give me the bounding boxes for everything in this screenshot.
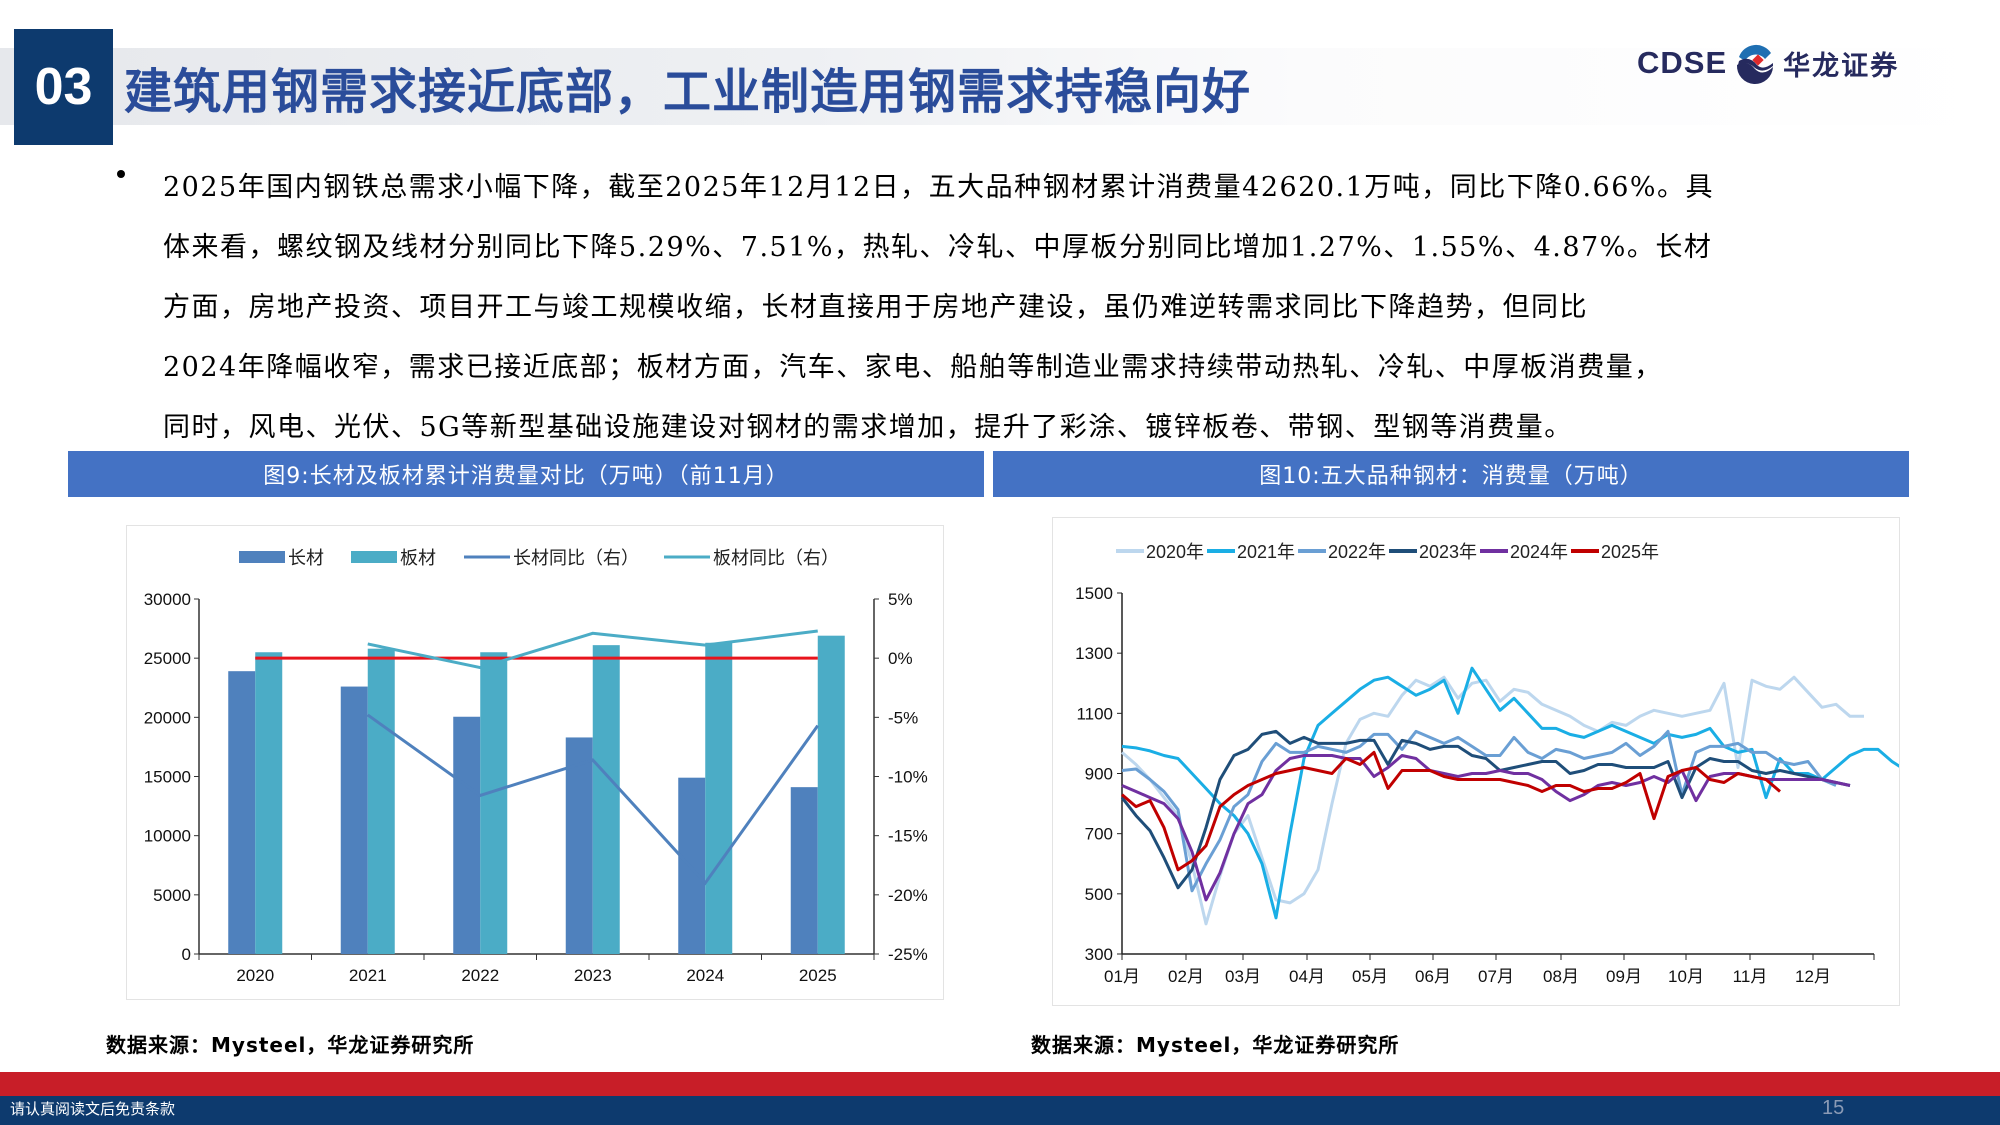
- bar-flat: [817, 635, 845, 954]
- y-tick-label: 0: [182, 945, 191, 964]
- bar-flat: [705, 642, 733, 954]
- fig9-source: 数据来源：Mysteel，华龙证券研究所: [106, 1033, 475, 1057]
- fig9-header: 图9:长材及板材累计消费量对比（万吨）（前11月）: [68, 451, 984, 497]
- legend-label: 长材同比（右）: [513, 548, 639, 568]
- bar-flat: [367, 648, 395, 954]
- bullet-line: 2024年降幅收窄，需求已接近底部；板材方面，汽车、家电、船舶等制造业需求持续带…: [163, 352, 1663, 383]
- x-tick-label: 02月: [1168, 967, 1204, 986]
- y-tick-label: 15000: [144, 768, 191, 787]
- y2-tick-label: -5%: [888, 708, 918, 727]
- bullet-line: 体来看，螺纹钢及线材分别同比下降5.29%、7.51%，热轧、冷轧、中厚板分别同…: [163, 232, 1713, 263]
- legend-label: 2025年: [1601, 542, 1659, 562]
- title-band: [0, 48, 2000, 125]
- legend-label: 长材: [288, 548, 324, 568]
- legend-swatch: [239, 551, 285, 563]
- x-tick-label: 06月: [1415, 967, 1451, 986]
- y2-tick-label: -20%: [888, 886, 928, 905]
- bullet-line: 2025年国内钢铁总需求小幅下降，截至2025年12月12日，五大品种钢材累计消…: [163, 172, 1715, 203]
- bar-flat: [592, 645, 620, 954]
- legend-label: 2020年: [1146, 542, 1204, 562]
- legend-label: 2021年: [1237, 542, 1295, 562]
- fig9-svg: 长材 板材 长材同比（右） 板材同比（右） 0 5000 10000 15000 20000 25…: [144, 548, 928, 985]
- x-tick-label: 04月: [1289, 967, 1325, 986]
- y-tick-label: 5000: [153, 886, 191, 905]
- bar-long: [228, 671, 256, 954]
- x-tick-label: 05月: [1352, 967, 1388, 986]
- fig9-chart: 长材 板材 长材同比（右） 板材同比（右） 0 5000 10000 15000 20000 25…: [126, 525, 944, 1000]
- footer-blue-band: [0, 1096, 2000, 1125]
- legend-label: 2023年: [1419, 542, 1477, 562]
- bar-flat: [255, 652, 283, 954]
- fig10-source: 数据来源：Mysteel，华龙证券研究所: [1031, 1033, 1400, 1057]
- bullet-icon: [117, 170, 125, 178]
- y2-tick-label: -25%: [888, 945, 928, 964]
- fig10-header: 图10:五大品种钢材：消费量（万吨）: [993, 451, 1909, 497]
- yoy-line: [366, 713, 819, 886]
- logo-text-en: CDSE: [1637, 45, 1728, 80]
- series-line: [1121, 675, 1864, 926]
- section-number: 03: [14, 29, 113, 145]
- y-tick-label: 10000: [144, 827, 191, 846]
- y-tick-label: 900: [1085, 765, 1113, 784]
- y2-tick-label: 0%: [888, 649, 913, 668]
- x-tick-label: 08月: [1543, 967, 1579, 986]
- x-tick-label: 11月: [1733, 967, 1768, 986]
- bullet-paragraph: 2025年国内钢铁总需求小幅下降，截至2025年12月12日，五大品种钢材累计消…: [117, 158, 1885, 458]
- company-logo: CDSE 华龙证券: [1637, 38, 1899, 88]
- x-tick-label: 12月: [1795, 967, 1831, 986]
- y-tick-label: 30000: [144, 590, 191, 609]
- y-tick-label: 25000: [144, 649, 191, 668]
- bar-long: [453, 716, 481, 954]
- legend-swatch: [351, 551, 397, 563]
- bar-flat: [480, 652, 508, 954]
- fig10-svg: 2020年 2021年 2022年 2023年 2024年 2025年 300 500 700 9…: [1075, 542, 1907, 986]
- page-title: 建筑用钢需求接近底部，工业制造用钢需求持稳向好: [124, 64, 1252, 120]
- fig10-chart: 2020年 2021年 2022年 2023年 2024年 2025年 300 500 700 9…: [1052, 517, 1907, 1006]
- x-tick-label: 07月: [1478, 967, 1514, 986]
- x-tick-label: 03月: [1225, 967, 1261, 986]
- x-tick-label: 01月: [1104, 967, 1140, 986]
- bullet-line: 方面，房地产投资、项目开工与竣工规模收缩，长材直接用于房地产建设，虽仍难逆转需求…: [163, 292, 1588, 323]
- y-tick-label: 1300: [1075, 644, 1113, 663]
- legend-label: 板材: [400, 548, 436, 568]
- y-tick-label: 1100: [1076, 704, 1113, 723]
- y-tick-label: 300: [1085, 945, 1113, 964]
- x-tick-label: 2025: [799, 966, 837, 985]
- series-line: [1121, 750, 1781, 872]
- logo-text-cn: 华龙证券: [1783, 50, 1900, 82]
- y2-tick-label: -15%: [888, 827, 928, 846]
- x-tick-label: 09月: [1606, 967, 1642, 986]
- bullet-line: 同时，风电、光伏、5G等新型基础设施建设对钢材的需求增加，提升了彩涂、镀锌板卷、…: [163, 412, 1573, 443]
- legend-label: 2022年: [1328, 542, 1386, 562]
- y-tick-label: 1500: [1075, 584, 1113, 603]
- disclaimer-link[interactable]: 请认真阅读文后免责条款: [10, 1100, 176, 1118]
- footer-red-band: [0, 1072, 2000, 1096]
- bar-long: [678, 777, 706, 954]
- series-line: [1121, 729, 1837, 893]
- logo-emblem-icon: [1737, 44, 1774, 85]
- bar-long: [790, 787, 818, 954]
- y-tick-label: 700: [1085, 825, 1113, 844]
- legend-label: 板材同比（右）: [713, 548, 839, 568]
- y-tick-label: 20000: [144, 708, 191, 727]
- x-tick-label: 2023: [574, 966, 612, 985]
- y2-tick-label: -10%: [888, 768, 928, 787]
- x-tick-label: 2020: [236, 966, 274, 985]
- bar-long: [565, 737, 593, 954]
- x-tick-label: 2022: [461, 966, 499, 985]
- series-line: [1120, 729, 1851, 890]
- y-tick-label: 500: [1085, 885, 1113, 904]
- x-tick-label: 10月: [1668, 967, 1704, 986]
- x-tick-label: 2021: [349, 966, 387, 985]
- x-tick-label: 2024: [686, 966, 724, 985]
- page-number: 15: [1822, 1097, 1845, 1119]
- series-line: [1121, 754, 1851, 902]
- bar-long: [340, 686, 368, 954]
- y2-tick-label: 5%: [888, 590, 913, 609]
- yoy-line: [367, 629, 818, 670]
- legend-label: 2024年: [1510, 542, 1568, 562]
